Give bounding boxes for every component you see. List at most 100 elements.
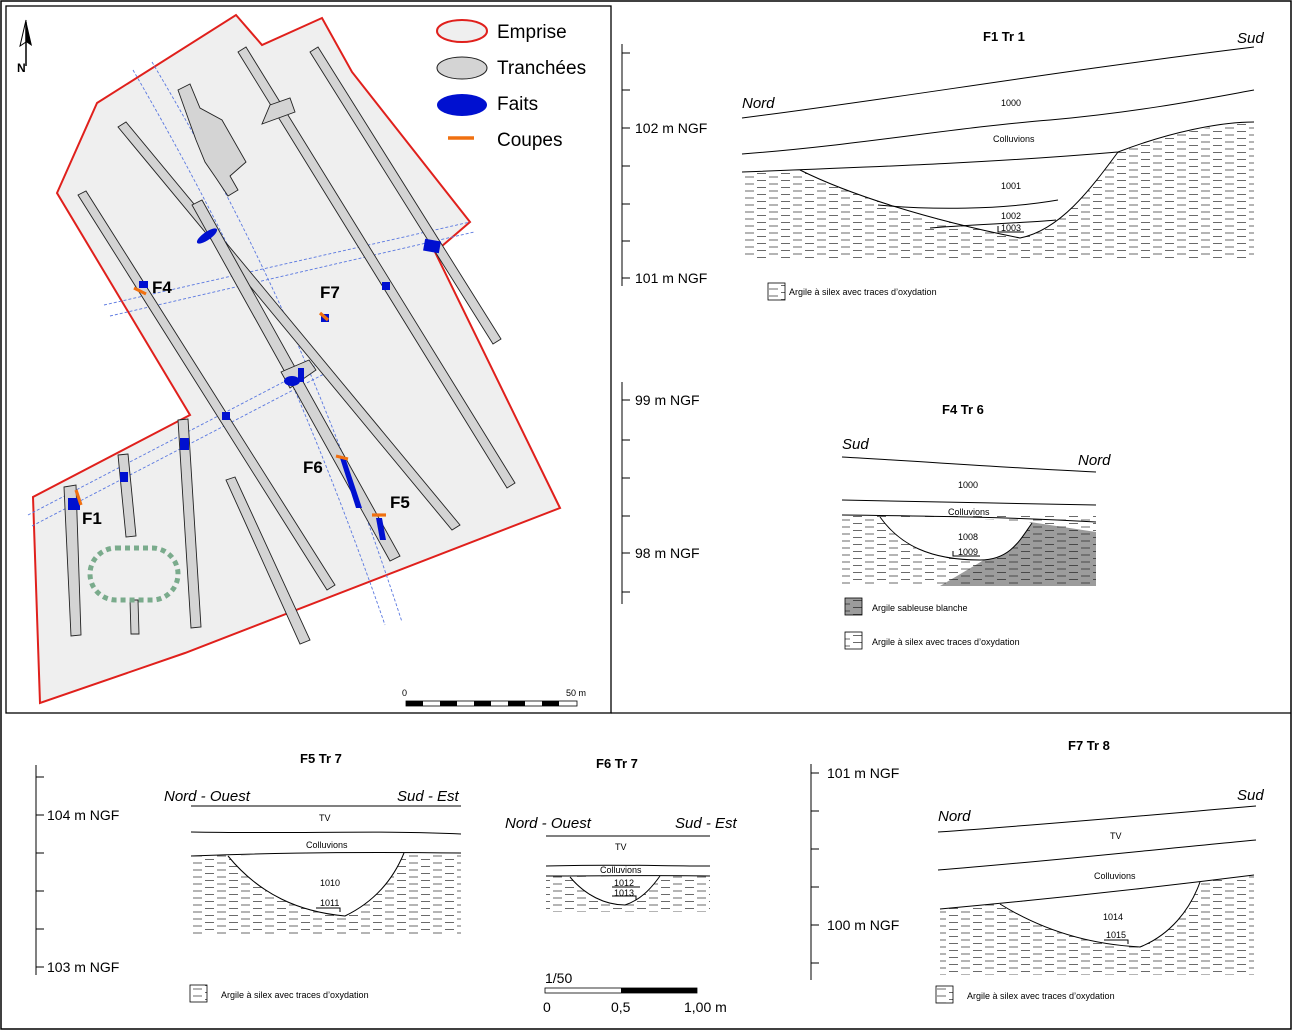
f1-left-direction: Nord (742, 95, 775, 112)
section-f1: F1 Tr 1 Nord Sud 102 m NGF 101 m NGF 100… (621, 29, 1264, 301)
site-map: F4 F7 F6 F5 F1 N Emprise Tranchées Faits… (17, 13, 586, 707)
legend-tranchees-label: Tranchées (497, 58, 586, 79)
f7-layer-1015: 1015 (1106, 930, 1126, 940)
f7-layer-1014: 1014 (1103, 912, 1123, 922)
f7-layer-tv: TV (1110, 831, 1122, 841)
map-scale-bar: 0 50 m (402, 688, 586, 707)
map-label-f7: F7 (320, 283, 340, 302)
f7-tick-100: 100 m NGF (827, 917, 899, 933)
f4-left-direction: Sud (842, 436, 869, 453)
f4-legend-label-2: Argile à silex avec traces d’oxydation (872, 637, 1020, 647)
f1-layer-1003: 1003 (1001, 223, 1021, 233)
f4-tick-99: 99 m NGF (635, 392, 700, 408)
f1-layer-1002: 1002 (1001, 211, 1021, 221)
f7-pit-fill (1000, 882, 1200, 947)
faits-markers (68, 228, 441, 540)
f7-left-direction: Nord (938, 808, 971, 825)
map-scale-end: 50 m (566, 688, 586, 698)
f1-elevation-scale (621, 44, 630, 286)
f6-layer-tv: TV (615, 842, 627, 852)
f4-layer-1009: 1009 (958, 547, 978, 557)
f1-legend-swatch (767, 282, 786, 301)
scale-label-0: 0 (543, 999, 551, 1015)
f5-tick-103: 103 m NGF (47, 959, 119, 975)
f5-section-lines (190, 805, 462, 917)
legend-tranchees-swatch (436, 56, 488, 80)
coupe-markers (74, 286, 386, 517)
f5-right-direction: Sud - Est (397, 788, 460, 805)
f7-legend-label: Argile à silex avec traces d’oxydation (967, 991, 1115, 1001)
f1-title: F1 Tr 1 (983, 29, 1025, 44)
f6-title: F6 Tr 7 (596, 756, 638, 771)
map-frame (5, 5, 612, 714)
section-f7: F7 Tr 8 Nord Sud 101 m NGF 100 m NGF TV … (810, 738, 1264, 1004)
section-f5: F5 Tr 7 Nord - Ouest Sud - Est 104 m NGF… (35, 751, 462, 1003)
f7-tick-101: 101 m NGF (827, 765, 899, 781)
f5-layer-colluvions: Colluvions (306, 840, 348, 850)
f1-layer-1001: 1001 (1001, 181, 1021, 191)
f4-legend-swatch-2 (844, 631, 863, 650)
map-label-f6: F6 (303, 458, 323, 477)
map-label-f1: F1 (82, 509, 102, 528)
f6-left-direction: Nord - Ouest (505, 815, 592, 832)
f1-section-lines (741, 46, 1255, 239)
utility-corridors (27, 61, 475, 626)
f4-legend-label-1: Argile sableuse blanche (872, 603, 968, 613)
north-arrow-icon: N (17, 19, 32, 75)
f6-section-lines (545, 835, 711, 906)
f1-tick-102: 102 m NGF (635, 120, 707, 136)
f1-pit-fill (800, 152, 1118, 238)
trenches (63, 46, 516, 645)
section-f4: F4 Tr 6 Sud Nord 99 m NGF 98 m NGF 1000 … (621, 382, 1111, 650)
f4-tick-98: 98 m NGF (635, 545, 700, 561)
f4-pit-fill (880, 517, 1032, 560)
map-label-f4: F4 (152, 278, 172, 297)
scale-label-05: 0,5 (611, 999, 631, 1015)
f1-layer-1000: 1000 (1001, 98, 1021, 108)
legend-faits-label: Faits (497, 94, 538, 115)
f4-layer-1000: 1000 (958, 480, 978, 490)
f5-pit-fill (228, 853, 404, 916)
dotted-zone (87, 545, 181, 603)
map-legend: Emprise Tranchées Faits Coupes (436, 19, 586, 151)
scale-ratio: 1/50 (545, 970, 572, 986)
legend-emprise-label: Emprise (497, 22, 567, 43)
f7-section-lines (937, 805, 1257, 948)
f5-legend-label: Argile à silex avec traces d’oxydation (221, 990, 369, 1000)
f1-legend-label: Argile à silex avec traces d’oxydation (789, 287, 937, 297)
f5-layer-1010: 1010 (320, 878, 340, 888)
scale-label-1m: 1,00 m (684, 999, 727, 1015)
f7-layer-colluvions: Colluvions (1094, 871, 1136, 881)
f4-layer-colluvions: Colluvions (948, 507, 990, 517)
map-scale-start: 0 (402, 688, 407, 698)
f4-title: F4 Tr 6 (942, 402, 984, 417)
f7-title: F7 Tr 8 (1068, 738, 1110, 753)
f4-right-direction: Nord (1078, 452, 1111, 469)
f6-layer-colluvions: Colluvions (600, 865, 642, 875)
f5-left-direction: Nord - Ouest (164, 788, 251, 805)
f4-grey-clay (940, 522, 1096, 586)
f1-right-direction: Sud (1237, 30, 1264, 47)
f6-layer-1012: 1012 (614, 878, 634, 888)
f4-legend-swatch-1 (844, 597, 863, 616)
f7-legend-swatch (935, 985, 954, 1004)
north-label: N (17, 61, 26, 75)
f7-elevation-scale (810, 764, 819, 980)
map-label-f5: F5 (390, 493, 410, 512)
f5-elevation-scale (35, 765, 44, 975)
f4-elevation-scale (621, 382, 630, 604)
f5-layer-1011: 1011 (320, 898, 339, 908)
f6-pit-fill (570, 876, 660, 905)
f6-right-direction: Sud - Est (675, 815, 738, 832)
f1-tick-101: 101 m NGF (635, 270, 707, 286)
f5-layer-tv: TV (319, 813, 331, 823)
f6-layer-1013: 1013 (614, 888, 634, 898)
f5-tick-104: 104 m NGF (47, 807, 119, 823)
legend-coupes-label: Coupes (497, 130, 563, 151)
f5-legend-swatch (189, 984, 208, 1003)
f7-right-direction: Sud (1237, 787, 1264, 804)
f4-section-lines (841, 456, 1097, 561)
